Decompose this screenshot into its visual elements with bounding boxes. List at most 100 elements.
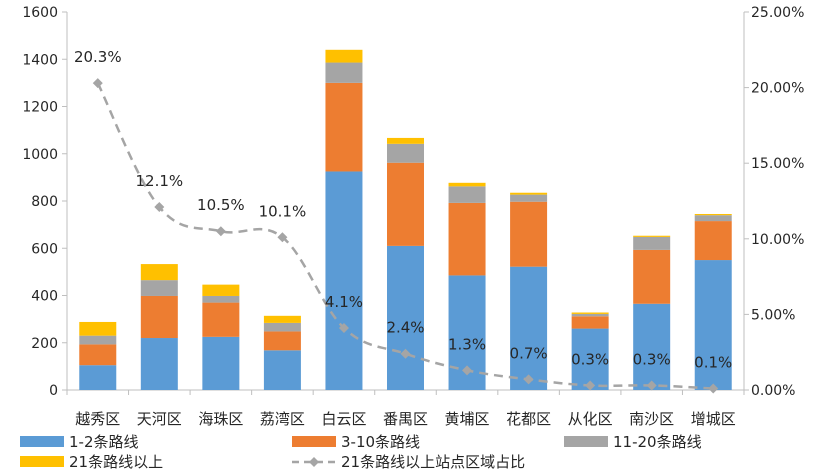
line-series [92,78,719,394]
bar-segment [633,303,671,390]
legend-label: 11-20条路线 [613,433,702,451]
y-left-tick-label: 1000 [22,147,58,163]
bar-segment [694,260,732,390]
bar-segment [694,215,732,222]
bar-segment [325,82,363,172]
x-tick-label: 白云区 [321,410,366,428]
bar-segment [263,315,301,323]
line-point-marker [338,323,349,334]
legend-swatch [292,436,336,447]
y-right-tick-label: 15.00% [751,156,804,172]
line-point-marker [92,78,103,89]
bar-segment [633,249,671,304]
y-right-tick-label: 0.00% [751,383,795,399]
legend: 1-2条路线 3-10条路线 11-20条路线 21条路线以上 21条路线以上站点区域占… [20,433,702,471]
line-point-marker [646,380,657,391]
line-data-label: 20.3% [74,48,122,66]
x-tick-label: 增城区 [691,410,736,428]
y-left-tick-label: 400 [31,289,58,305]
y-left-tick-label: 1200 [22,100,58,116]
y-left-tick-label: 600 [31,241,58,257]
y-left-tick-label: 200 [31,336,58,352]
bar-segment [387,162,424,246]
x-tick-label: 越秀区 [75,410,120,428]
line-point-marker [400,348,411,359]
line-data-label: 2.4% [386,319,424,337]
line-series-path [96,82,714,390]
bar-segment [448,186,486,203]
x-tick-label: 南沙区 [629,410,674,428]
bar-segment [448,202,486,276]
bar-segment [263,331,301,351]
legend-label: 3-10条路线 [341,433,420,451]
y-right-tick-label: 20.00% [751,81,804,97]
bar-segment [387,143,424,163]
bar-segment [202,336,240,390]
bar-segment [387,137,424,144]
legend-label: 21条路线以上 [69,453,163,471]
bar-segment [325,49,363,63]
bar-segment [79,321,117,336]
y-right-tick-label: 25.00% [751,5,804,21]
bar-segment [510,201,548,267]
line-data-label: 10.5% [197,196,245,214]
bar-segment [202,295,240,303]
legend-label: 1-2条路线 [69,433,139,451]
y-left-tick-label: 1400 [22,52,58,68]
legend-swatch [20,436,64,447]
line-data-label: 10.1% [259,202,307,220]
bar-segment [571,312,609,314]
legend-swatch [564,436,608,447]
x-tick-label: 番禺区 [383,410,428,428]
bar-segment [510,266,548,390]
bar-segment [325,62,363,83]
line-data-label: 0.1% [694,353,732,371]
line-point-marker [462,365,473,376]
x-tick-label: 天河区 [137,410,182,428]
x-tick-label: 海珠区 [198,410,243,428]
legend-swatch [20,456,64,467]
bar-segment [694,213,732,216]
line-data-label: 1.3% [448,335,486,353]
line-point-marker [154,202,165,213]
bar-segment [79,335,117,345]
bar-group [79,49,732,390]
bar-segment [140,280,178,296]
data-labels: 20.3% 12.1% 10.5% 10.1% 4.1% 2.4% 1.3% 0.7% 0.3%… [74,48,732,371]
y-left-tick-label: 0 [49,383,58,399]
line-data-label: 12.1% [135,172,183,190]
line-data-label: 0.7% [510,344,548,362]
line-point-marker [215,226,226,237]
x-tick-label: 从化区 [568,410,613,428]
bar-segment [633,235,671,237]
line-data-label: 4.1% [325,293,363,311]
bar-segment [140,338,178,390]
bar-segment [633,236,671,250]
bar-segment [79,365,117,390]
y-right-tick-label: 5.00% [751,307,795,323]
x-tick-label: 花都区 [506,410,551,428]
line-data-label: 0.3% [571,350,609,368]
bar-segment [79,344,117,366]
y-left-tick-label: 1600 [22,5,58,21]
bar-segment [202,284,240,296]
line-point-marker [523,374,534,385]
bar-segment [571,313,609,317]
x-tick-label: 荔湾区 [260,410,305,428]
bar-segment [263,350,301,390]
bar-segment [694,221,732,261]
bar-segment [448,182,486,187]
line-point-marker [708,383,719,394]
tick-labels: 0 200 400 600 800 1000 1200 1400 1600 0.00% 5.00% 1… [22,5,804,428]
bar-segment [140,264,178,281]
legend-label: 21条路线以上站点区域占比 [341,453,525,471]
bar-segment [571,316,609,329]
bar-segment [325,171,363,390]
y-left-tick-label: 800 [31,194,58,210]
legend-line-marker [309,457,319,467]
bar-segment [571,328,609,390]
line-point-marker [585,380,596,391]
bar-segment [510,192,548,195]
line-data-label: 0.3% [633,350,671,368]
bar-segment [202,302,240,337]
